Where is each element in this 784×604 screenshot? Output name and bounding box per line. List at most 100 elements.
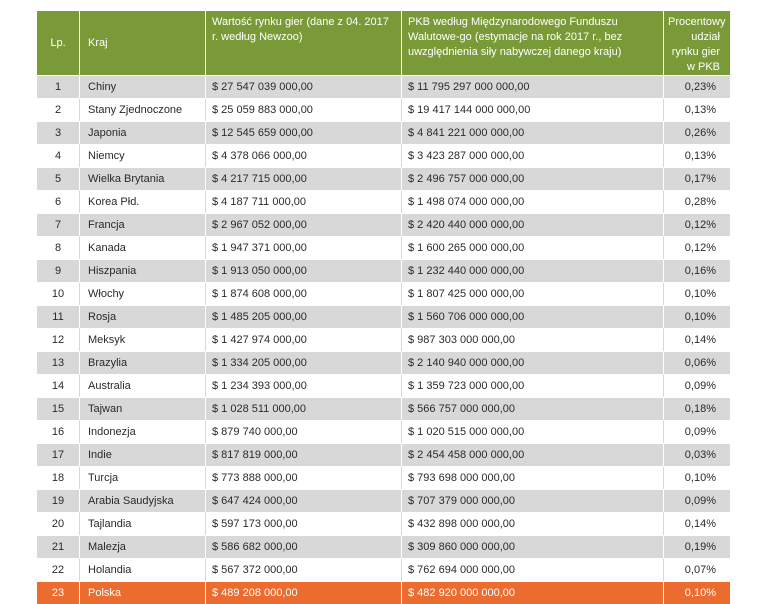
cell-gdp: $ 2 454 458 000 000,00 <box>401 443 663 466</box>
cell-percent-share: 0,17% <box>663 167 730 190</box>
table-row: 5 Wielka Brytania $ 4 217 715 000,00 $ 2 49… <box>37 167 730 190</box>
cell-country: Turcja <box>79 466 205 489</box>
cell-gdp: $ 4 841 221 000 000,00 <box>401 121 663 144</box>
cell-percent-share: 0,12% <box>663 236 730 259</box>
cell-gdp: $ 2 420 440 000 000,00 <box>401 213 663 236</box>
table-row: 10 Włochy $ 1 874 608 000,00 $ 1 807 425 00… <box>37 282 730 305</box>
table-row: 13 Brazylia $ 1 334 205 000,00 $ 2 140 940 … <box>37 351 730 374</box>
cell-percent-share: 0,07% <box>663 558 730 581</box>
cell-lp: 18 <box>37 466 79 489</box>
cell-lp: 9 <box>37 259 79 282</box>
cell-lp: 3 <box>37 121 79 144</box>
cell-percent-share: 0,09% <box>663 420 730 443</box>
cell-lp: 1 <box>37 75 79 98</box>
cell-percent-share: 0,28% <box>663 190 730 213</box>
cell-country: Indie <box>79 443 205 466</box>
cell-market-value: $ 879 740 000,00 <box>205 420 401 443</box>
cell-percent-share: 0,23% <box>663 75 730 98</box>
cell-country: Arabia Saudyjska <box>79 489 205 512</box>
header-lp: Lp. <box>37 11 79 75</box>
cell-gdp: $ 11 795 297 000 000,00 <box>401 75 663 98</box>
cell-country: Australia <box>79 374 205 397</box>
cell-gdp: $ 19 417 144 000 000,00 <box>401 98 663 121</box>
cell-market-value: $ 25 059 883 000,00 <box>205 98 401 121</box>
cell-lp: 20 <box>37 512 79 535</box>
cell-percent-share: 0,03% <box>663 443 730 466</box>
cell-lp: 2 <box>37 98 79 121</box>
table-row: 9 Hiszpania $ 1 913 050 000,00 $ 1 232 440 … <box>37 259 730 282</box>
cell-market-value: $ 773 888 000,00 <box>205 466 401 489</box>
cell-lp: 11 <box>37 305 79 328</box>
cell-percent-share: 0,14% <box>663 512 730 535</box>
cell-gdp: $ 1 498 074 000 000,00 <box>401 190 663 213</box>
cell-percent-share: 0,10% <box>663 466 730 489</box>
cell-market-value: $ 1 947 371 000,00 <box>205 236 401 259</box>
cell-country: Tajwan <box>79 397 205 420</box>
table-row: 12 Meksyk $ 1 427 974 000,00 $ 987 303 000 … <box>37 328 730 351</box>
cell-market-value: $ 1 874 608 000,00 <box>205 282 401 305</box>
cell-percent-share: 0,10% <box>663 282 730 305</box>
cell-percent-share: 0,10% <box>663 581 730 604</box>
cell-percent-share: 0,06% <box>663 351 730 374</box>
cell-gdp: $ 1 020 515 000 000,00 <box>401 420 663 443</box>
table-row: 2 Stany Zjednoczone $ 25 059 883 000,00 $ 1… <box>37 98 730 121</box>
cell-gdp: $ 707 379 000 000,00 <box>401 489 663 512</box>
table-row: 17 Indie $ 817 819 000,00 $ 2 454 458 000 0… <box>37 443 730 466</box>
cell-market-value: $ 489 208 000,00 <box>205 581 401 604</box>
cell-market-value: $ 12 545 659 000,00 <box>205 121 401 144</box>
table-body: 1 Chiny $ 27 547 039 000,00 $ 11 795 297 00… <box>37 75 730 604</box>
cell-country: Rosja <box>79 305 205 328</box>
cell-lp: 16 <box>37 420 79 443</box>
cell-market-value: $ 1 427 974 000,00 <box>205 328 401 351</box>
cell-lp: 4 <box>37 144 79 167</box>
games-market-table-container: Lp. Kraj Wartość rynku gier (dane z 04. … <box>37 11 730 604</box>
cell-country: Wielka Brytania <box>79 167 205 190</box>
cell-market-value: $ 4 217 715 000,00 <box>205 167 401 190</box>
cell-market-value: $ 27 547 039 000,00 <box>205 75 401 98</box>
cell-percent-share: 0,12% <box>663 213 730 236</box>
cell-country: Malezja <box>79 535 205 558</box>
cell-gdp: $ 1 560 706 000 000,00 <box>401 305 663 328</box>
cell-market-value: $ 647 424 000,00 <box>205 489 401 512</box>
cell-percent-share: 0,14% <box>663 328 730 351</box>
table-row: 18 Turcja $ 773 888 000,00 $ 793 698 000 00… <box>37 466 730 489</box>
table-row: 6 Korea Płd. $ 4 187 711 000,00 $ 1 498 074… <box>37 190 730 213</box>
table-row: 20 Tajlandia $ 597 173 000,00 $ 432 898 000… <box>37 512 730 535</box>
cell-gdp: $ 309 860 000 000,00 <box>401 535 663 558</box>
cell-gdp: $ 1 807 425 000 000,00 <box>401 282 663 305</box>
cell-country: Francja <box>79 213 205 236</box>
table-row: 22 Holandia $ 567 372 000,00 $ 762 694 000 … <box>37 558 730 581</box>
cell-percent-share: 0,09% <box>663 489 730 512</box>
cell-gdp: $ 1 359 723 000 000,00 <box>401 374 663 397</box>
table-row: 19 Arabia Saudyjska $ 647 424 000,00 $ 707 … <box>37 489 730 512</box>
cell-country: Hiszpania <box>79 259 205 282</box>
cell-market-value: $ 817 819 000,00 <box>205 443 401 466</box>
cell-gdp: $ 793 698 000 000,00 <box>401 466 663 489</box>
table-row: 11 Rosja $ 1 485 205 000,00 $ 1 560 706 000… <box>37 305 730 328</box>
cell-percent-share: 0,10% <box>663 305 730 328</box>
cell-lp: 8 <box>37 236 79 259</box>
cell-percent-share: 0,19% <box>663 535 730 558</box>
header-row: Lp. Kraj Wartość rynku gier (dane z 04. … <box>37 11 730 75</box>
cell-lp: 13 <box>37 351 79 374</box>
cell-market-value: $ 597 173 000,00 <box>205 512 401 535</box>
cell-country: Holandia <box>79 558 205 581</box>
cell-gdp: $ 2 140 940 000 000,00 <box>401 351 663 374</box>
header-market-value: Wartość rynku gier (dane z 04. 2017 r. w… <box>205 11 401 75</box>
cell-lp: 7 <box>37 213 79 236</box>
cell-market-value: $ 1 234 393 000,00 <box>205 374 401 397</box>
table-row: 3 Japonia $ 12 545 659 000,00 $ 4 841 221 0… <box>37 121 730 144</box>
cell-market-value: $ 586 682 000,00 <box>205 535 401 558</box>
cell-lp: 17 <box>37 443 79 466</box>
games-market-table: Lp. Kraj Wartość rynku gier (dane z 04. … <box>37 11 730 604</box>
cell-percent-share: 0,13% <box>663 144 730 167</box>
cell-country: Chiny <box>79 75 205 98</box>
cell-percent-share: 0,09% <box>663 374 730 397</box>
cell-country: Meksyk <box>79 328 205 351</box>
cell-lp: 10 <box>37 282 79 305</box>
cell-gdp: $ 762 694 000 000,00 <box>401 558 663 581</box>
cell-lp: 21 <box>37 535 79 558</box>
cell-lp: 14 <box>37 374 79 397</box>
cell-lp: 12 <box>37 328 79 351</box>
cell-country: Włochy <box>79 282 205 305</box>
